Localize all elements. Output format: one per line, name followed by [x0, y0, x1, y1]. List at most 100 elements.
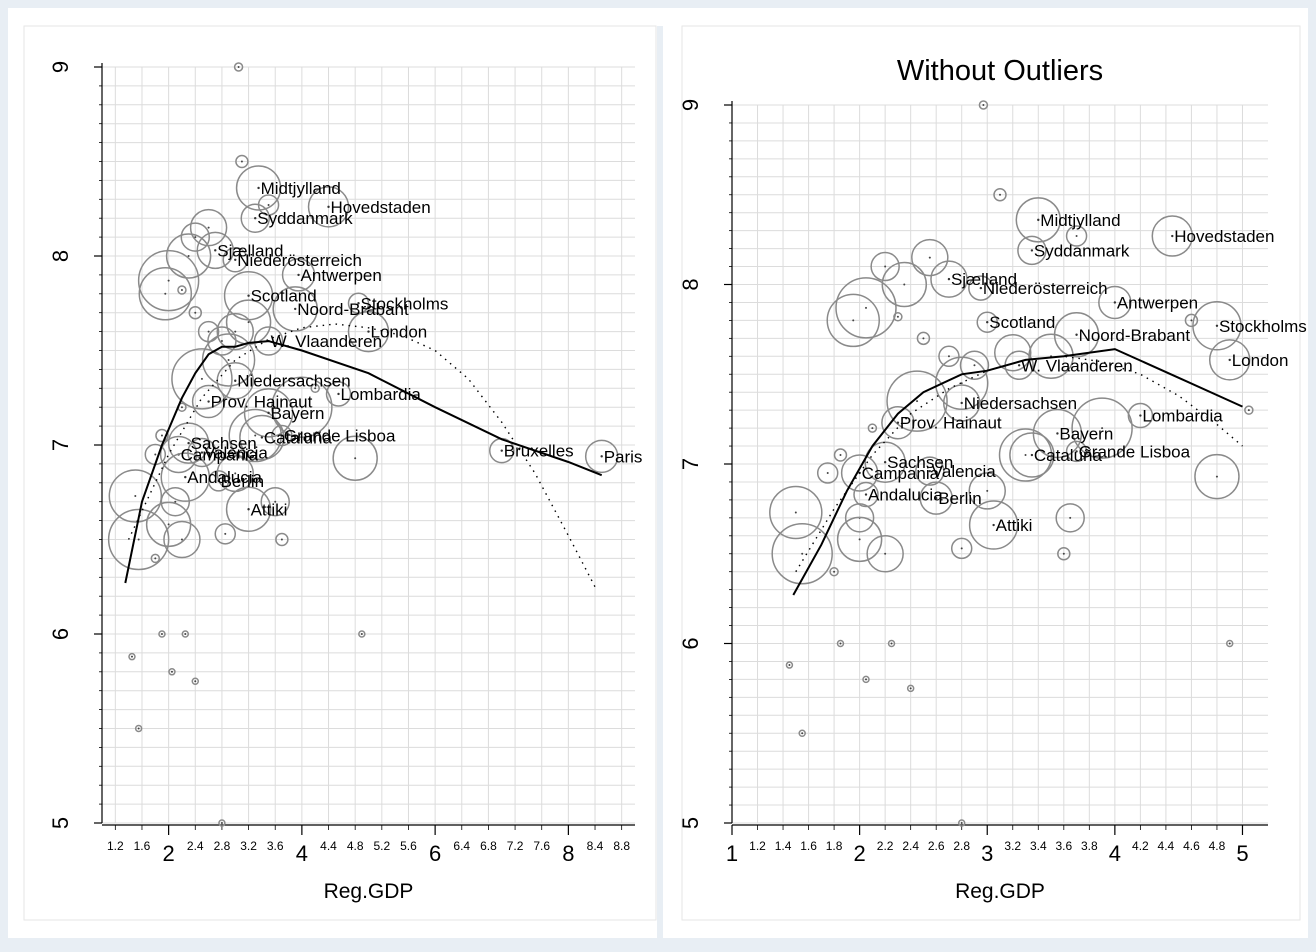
data-point-center: [267, 203, 270, 206]
data-point-center: [826, 471, 829, 474]
x-minor-tick-label: 1.2: [107, 839, 124, 853]
point-label: W. Vlaanderen: [1021, 356, 1133, 375]
data-point-center: [274, 500, 277, 503]
data-point-center: [130, 655, 133, 658]
y-tick-label: 5: [48, 817, 73, 829]
data-point-center: [214, 249, 217, 252]
x-minor-tick-label: 7.6: [533, 839, 550, 853]
data-point-center: [973, 364, 976, 367]
data-point-center: [960, 382, 963, 385]
data-point-center: [160, 633, 163, 635]
data-point: [993, 188, 1007, 202]
grid: [731, 104, 1268, 824]
point-label: Cataluña: [264, 428, 333, 447]
point-label: Attiki: [251, 500, 288, 519]
data-point-center: [194, 311, 197, 314]
data-point: [798, 729, 806, 737]
data-point: [225, 486, 272, 533]
data-point-center: [134, 495, 137, 498]
data-point: [243, 388, 294, 438]
data-point-center: [839, 454, 842, 457]
data-point-center: [903, 283, 906, 286]
point-label: Midtjylland: [261, 179, 341, 198]
y-tick-label: 6: [678, 637, 703, 649]
data-point: [1053, 312, 1100, 358]
data-point: [163, 520, 201, 559]
point-label: Lombardia: [1142, 407, 1223, 426]
data-point: [1127, 402, 1154, 429]
data-point: [867, 423, 878, 433]
x-minor-tick-label: 4.6: [1183, 839, 1200, 853]
data-point: [155, 428, 169, 443]
x-major-tick-label: 8: [562, 841, 574, 866]
data-point: [976, 311, 998, 333]
point-label: Campania: [862, 464, 940, 483]
x-major-tick-label: 3: [981, 841, 993, 866]
data-point-center: [1075, 333, 1078, 336]
data-point: [201, 333, 256, 387]
data-point-center: [184, 633, 187, 635]
data-point: [325, 381, 352, 407]
data-point: [893, 312, 903, 322]
x-major-tick-label: 2: [853, 841, 865, 866]
x-minor-tick-label: 2.8: [214, 839, 231, 853]
data-point: [272, 286, 318, 332]
data-point: [138, 267, 193, 321]
data-point-center: [1062, 552, 1065, 555]
data-point: [223, 270, 274, 321]
fit-line-dotted: [127, 323, 596, 588]
data-point: [816, 462, 839, 484]
data-point-center: [1037, 218, 1040, 222]
data-point: [167, 422, 210, 464]
data-point: [347, 310, 390, 353]
point-label: Antwerpen: [1117, 293, 1198, 312]
data-point-center: [154, 557, 157, 560]
y-tick-label: 8: [678, 278, 703, 290]
x-minor-tick-label: 2.2: [877, 839, 894, 853]
data-point-center: [1113, 301, 1117, 304]
data-point-center: [337, 392, 340, 396]
data-point: [1057, 547, 1071, 561]
point-label: W. Vlaanderen: [271, 332, 383, 351]
data-point-center: [170, 670, 173, 673]
data-point-center: [1024, 454, 1027, 457]
data-point: [1192, 301, 1242, 351]
point-label: Paris: [604, 447, 643, 466]
x-minor-tick-label: 1.2: [749, 839, 766, 853]
data-point: [836, 516, 883, 563]
data-point-center: [852, 319, 855, 322]
data-point-center: [1030, 453, 1034, 457]
x-minor-tick-label: 5.2: [373, 839, 390, 853]
point-label: Stockholms: [361, 294, 449, 313]
data-point-center: [890, 642, 893, 645]
data-point: [1017, 235, 1047, 266]
data-point: [158, 630, 166, 638]
data-point: [998, 428, 1053, 482]
point-label: Syddanmark: [257, 209, 353, 228]
data-point: [942, 384, 981, 422]
data-point: [1244, 405, 1254, 415]
data-point: [271, 376, 333, 438]
x-minor-tick-label: 4.8: [1209, 839, 1226, 853]
x-minor-tick-label: 1.8: [826, 839, 843, 853]
x-minor-tick-label: 3.6: [1055, 839, 1072, 853]
data-point: [145, 501, 192, 548]
point-label: Scotland: [251, 287, 317, 306]
data-point: [957, 819, 966, 827]
data-point: [584, 439, 619, 474]
data-point-center: [354, 457, 357, 460]
data-point-center: [234, 330, 237, 333]
point-label: Niedersachsen: [964, 394, 1077, 413]
x-minor-tick-label: 2.4: [187, 839, 204, 853]
data-point-center: [137, 538, 140, 541]
data-point-center: [297, 273, 300, 277]
point-label: Niederösterreich: [983, 279, 1108, 298]
data-point: [930, 260, 968, 298]
data-point: [128, 652, 136, 661]
chart-title: Without Outliers: [897, 55, 1103, 87]
y-tick-label: 7: [48, 439, 73, 451]
point-label: Sachsen: [887, 453, 953, 472]
data-point: [253, 326, 284, 356]
point-label: Noord-Brabant: [297, 300, 409, 319]
